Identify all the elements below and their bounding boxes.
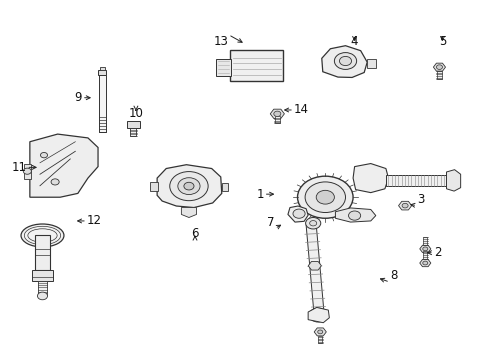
Circle shape: [435, 65, 442, 69]
Polygon shape: [321, 46, 366, 77]
Circle shape: [41, 152, 47, 158]
Circle shape: [51, 179, 59, 185]
Bar: [230, 50, 283, 81]
Circle shape: [334, 53, 356, 69]
Bar: [366, 59, 376, 68]
Bar: [222, 183, 227, 191]
Circle shape: [169, 172, 208, 201]
Polygon shape: [181, 208, 196, 217]
Bar: [436, 71, 441, 79]
Circle shape: [308, 308, 326, 322]
Bar: [274, 117, 279, 123]
Polygon shape: [305, 225, 324, 316]
Circle shape: [273, 111, 280, 117]
Polygon shape: [314, 328, 325, 336]
Polygon shape: [307, 261, 321, 270]
Circle shape: [422, 247, 427, 251]
Polygon shape: [419, 245, 430, 252]
Polygon shape: [307, 307, 329, 323]
Text: 2: 2: [433, 246, 441, 259]
Circle shape: [316, 190, 334, 204]
Text: 7: 7: [267, 216, 274, 229]
Circle shape: [305, 182, 345, 212]
Circle shape: [292, 209, 305, 218]
Bar: [130, 127, 136, 136]
Circle shape: [401, 203, 407, 208]
Text: 3: 3: [416, 193, 424, 206]
Polygon shape: [335, 208, 375, 222]
Bar: [100, 67, 104, 70]
Bar: [385, 175, 446, 186]
Circle shape: [178, 178, 200, 194]
Circle shape: [422, 261, 427, 265]
Polygon shape: [30, 134, 98, 197]
Bar: [35, 235, 50, 270]
Circle shape: [309, 221, 316, 226]
Bar: [32, 270, 53, 282]
Text: 14: 14: [293, 103, 308, 117]
Bar: [24, 163, 31, 179]
Circle shape: [305, 217, 320, 229]
Bar: [423, 251, 427, 259]
Polygon shape: [270, 109, 284, 118]
Bar: [99, 75, 105, 132]
Text: 6: 6: [191, 227, 198, 240]
Text: 9: 9: [74, 91, 81, 104]
Circle shape: [297, 176, 352, 218]
Circle shape: [38, 292, 47, 300]
Bar: [150, 182, 157, 192]
Bar: [216, 59, 231, 76]
Ellipse shape: [21, 224, 64, 247]
Polygon shape: [287, 206, 307, 222]
Circle shape: [23, 168, 31, 174]
Circle shape: [339, 57, 351, 66]
Text: 10: 10: [128, 107, 143, 120]
Bar: [423, 237, 427, 245]
Bar: [98, 70, 106, 75]
Polygon shape: [398, 201, 411, 210]
Polygon shape: [157, 165, 222, 208]
Circle shape: [183, 182, 194, 190]
Polygon shape: [352, 163, 387, 193]
Text: 13: 13: [213, 35, 228, 48]
Text: 12: 12: [87, 215, 102, 228]
Circle shape: [317, 330, 322, 334]
Text: 4: 4: [350, 35, 358, 48]
Circle shape: [313, 312, 322, 319]
Text: 5: 5: [438, 35, 445, 48]
Polygon shape: [432, 63, 445, 71]
Text: 1: 1: [256, 188, 263, 201]
Bar: [126, 121, 140, 127]
Polygon shape: [419, 260, 430, 267]
Polygon shape: [446, 170, 460, 191]
Bar: [318, 337, 322, 343]
Text: 11: 11: [11, 161, 26, 174]
Text: 8: 8: [389, 269, 397, 282]
Circle shape: [348, 211, 360, 220]
Bar: [39, 282, 46, 295]
